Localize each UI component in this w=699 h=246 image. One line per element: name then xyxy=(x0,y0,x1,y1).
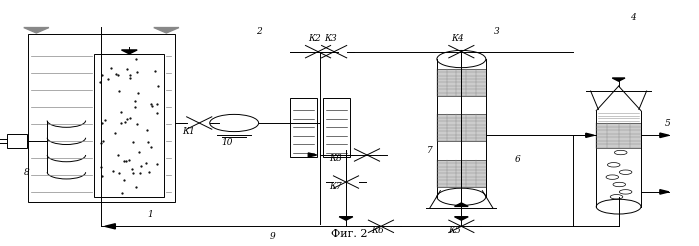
Polygon shape xyxy=(660,190,669,194)
Bar xyxy=(28,34,175,202)
Text: К3: К3 xyxy=(324,34,337,43)
Text: Фиг. 2: Фиг. 2 xyxy=(331,229,368,239)
Polygon shape xyxy=(454,217,468,220)
Bar xyxy=(437,160,486,187)
Bar xyxy=(437,114,486,141)
Text: 9: 9 xyxy=(270,232,275,241)
Bar xyxy=(437,69,486,96)
Text: К1: К1 xyxy=(182,127,195,136)
Text: 3: 3 xyxy=(493,28,499,36)
Polygon shape xyxy=(308,153,317,157)
Polygon shape xyxy=(339,217,353,220)
Text: К4: К4 xyxy=(452,34,464,43)
Text: 6: 6 xyxy=(514,155,520,164)
Text: 1: 1 xyxy=(147,210,153,218)
Polygon shape xyxy=(660,133,669,138)
Text: К6: К6 xyxy=(371,226,384,234)
Polygon shape xyxy=(24,28,49,33)
Text: К2: К2 xyxy=(308,34,321,43)
Polygon shape xyxy=(454,203,468,206)
Text: К5: К5 xyxy=(448,226,461,234)
Ellipse shape xyxy=(437,50,486,68)
Polygon shape xyxy=(612,78,625,81)
Text: 7: 7 xyxy=(427,146,433,154)
Ellipse shape xyxy=(596,199,641,214)
Polygon shape xyxy=(586,133,594,137)
Text: 5: 5 xyxy=(665,119,670,127)
Text: К7: К7 xyxy=(329,183,342,191)
Text: К8: К8 xyxy=(329,154,342,163)
Text: 4: 4 xyxy=(630,13,635,22)
Bar xyxy=(94,54,164,197)
Bar xyxy=(290,98,317,157)
Ellipse shape xyxy=(437,188,486,205)
Polygon shape xyxy=(122,50,137,54)
Polygon shape xyxy=(105,224,115,229)
Text: 10: 10 xyxy=(222,138,233,147)
Bar xyxy=(596,123,641,148)
Text: 8: 8 xyxy=(24,168,29,177)
Bar xyxy=(323,98,350,157)
Bar xyxy=(7,134,27,148)
Polygon shape xyxy=(154,28,179,33)
Text: 2: 2 xyxy=(256,28,261,36)
